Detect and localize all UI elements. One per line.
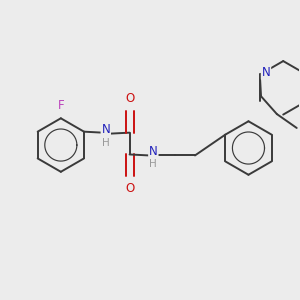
Text: H: H [102, 138, 110, 148]
Text: N: N [262, 66, 270, 79]
Text: O: O [125, 182, 134, 195]
Text: O: O [125, 92, 134, 106]
Text: H: H [149, 159, 157, 170]
Text: N: N [101, 123, 110, 136]
Text: N: N [149, 145, 158, 158]
Text: F: F [58, 99, 64, 112]
